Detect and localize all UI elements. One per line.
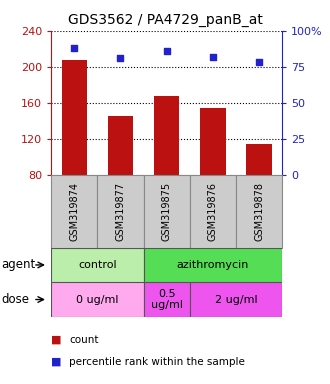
Text: GSM319877: GSM319877	[115, 182, 125, 241]
Text: GSM319875: GSM319875	[162, 182, 172, 241]
Bar	[200, 108, 225, 175]
Bar	[144, 248, 282, 282]
Point	[72, 45, 77, 51]
Bar	[61, 60, 87, 175]
Point	[210, 53, 215, 60]
Bar	[108, 116, 133, 175]
Text: dose: dose	[2, 293, 30, 306]
Text: 2 ug/ml: 2 ug/ml	[214, 295, 257, 305]
Bar	[190, 282, 282, 317]
Bar	[154, 96, 180, 175]
Text: azithromycin: azithromycin	[177, 260, 249, 270]
Bar	[51, 248, 144, 282]
Bar	[144, 282, 190, 317]
Bar	[97, 175, 144, 248]
Text: GSM319874: GSM319874	[69, 182, 79, 241]
Text: ■: ■	[51, 357, 62, 367]
Text: agent: agent	[2, 258, 36, 271]
Bar	[144, 175, 190, 248]
Text: percentile rank within the sample: percentile rank within the sample	[69, 357, 245, 367]
Bar	[246, 144, 272, 175]
Text: GSM319876: GSM319876	[208, 182, 218, 241]
Bar	[51, 282, 144, 317]
Point	[256, 59, 262, 65]
Bar	[236, 175, 282, 248]
Text: GDS3562 / PA4729_panB_at: GDS3562 / PA4729_panB_at	[68, 13, 262, 27]
Bar	[51, 175, 97, 248]
Bar	[190, 175, 236, 248]
Text: control: control	[78, 260, 117, 270]
Text: GSM319878: GSM319878	[254, 182, 264, 241]
Point	[118, 55, 123, 61]
Text: ■: ■	[51, 335, 62, 345]
Text: 0.5
ug/ml: 0.5 ug/ml	[151, 289, 182, 310]
Text: 0 ug/ml: 0 ug/ml	[76, 295, 118, 305]
Text: count: count	[69, 335, 99, 345]
Point	[164, 48, 169, 54]
